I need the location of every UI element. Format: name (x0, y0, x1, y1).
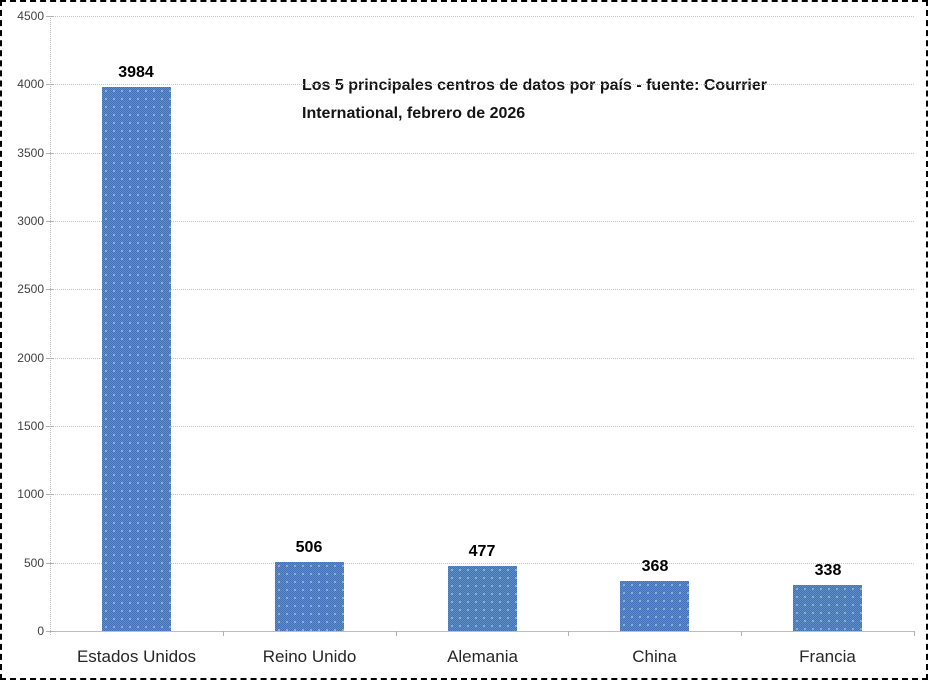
y-axis-tick-1500 (46, 426, 54, 427)
gridline-y-3000 (50, 221, 914, 222)
bar-francia (793, 585, 862, 631)
y-axis-tick-2000 (46, 357, 54, 359)
x-category-label-4: Francia (799, 647, 856, 666)
y-tick-label-3000: 3000 (17, 214, 44, 228)
y-tick-label-0: 0 (37, 624, 44, 638)
y-axis-tick-3000 (46, 221, 54, 222)
y-axis-tick-4000 (46, 84, 54, 86)
y-tick-label-1000: 1000 (17, 487, 44, 502)
bar-alemania (448, 566, 517, 631)
y-tick-label-4000: 4000 (17, 77, 44, 92)
x-category-label-0: Estados Unidos (76, 647, 197, 666)
x-axis-tick-5 (914, 631, 915, 636)
plot-area (50, 16, 914, 635)
y-axis-tick-0 (46, 631, 54, 632)
bar-value-label-3: 368 (641, 558, 669, 575)
y-axis-tick-2500 (46, 289, 54, 291)
chart-title-line-1: Los 5 principales centros de datos por p… (302, 77, 767, 94)
y-axis-tick-500 (46, 562, 54, 564)
y-tick-label-2000: 2000 (17, 350, 44, 365)
y-axis-tick-1000 (46, 494, 54, 496)
gridline-y-4000 (50, 84, 914, 86)
bar-china (620, 581, 689, 631)
y-tick-label-1500: 1500 (17, 419, 44, 433)
y-axis-line (50, 16, 51, 635)
gridline-y-1000 (50, 494, 914, 496)
gridline-y-500 (50, 562, 914, 564)
x-category-label-3: China (632, 647, 677, 666)
gridline-y-2000 (50, 357, 914, 359)
y-axis-tick-3500 (46, 152, 54, 154)
x-axis-tick-1 (223, 631, 224, 636)
x-category-label-1: Reino Unido (262, 647, 357, 666)
gridline-y-3500 (50, 152, 914, 154)
y-tick-label-4500: 4500 (17, 9, 44, 23)
bar-value-label-2: 477 (468, 543, 496, 560)
bar-value-label-0: 3984 (118, 64, 154, 81)
bar-value-label-1: 506 (295, 539, 323, 556)
gridline-y-1500 (50, 426, 914, 427)
y-axis-tick-4500 (46, 16, 54, 17)
x-axis-line (50, 631, 914, 632)
y-tick-label-3500: 3500 (17, 145, 44, 160)
chart-title-line-2: International, febrero de 2026 (302, 105, 526, 122)
x-axis-tick-2 (396, 631, 397, 636)
gridline-y-4500 (50, 16, 914, 17)
x-axis-tick-4 (741, 631, 742, 636)
x-axis-tick-3 (568, 631, 569, 636)
y-tick-label-500: 500 (23, 555, 44, 570)
gridline-y-2500 (50, 289, 914, 291)
x-category-label-2: Alemania (447, 647, 518, 666)
y-tick-label-2500: 2500 (17, 282, 44, 297)
bar-value-label-4: 338 (814, 562, 842, 579)
bar-estados-unidos (102, 87, 171, 631)
bar-reino-unido (275, 562, 344, 631)
chart-title: Los 5 principales centros de datos por p… (302, 72, 802, 128)
